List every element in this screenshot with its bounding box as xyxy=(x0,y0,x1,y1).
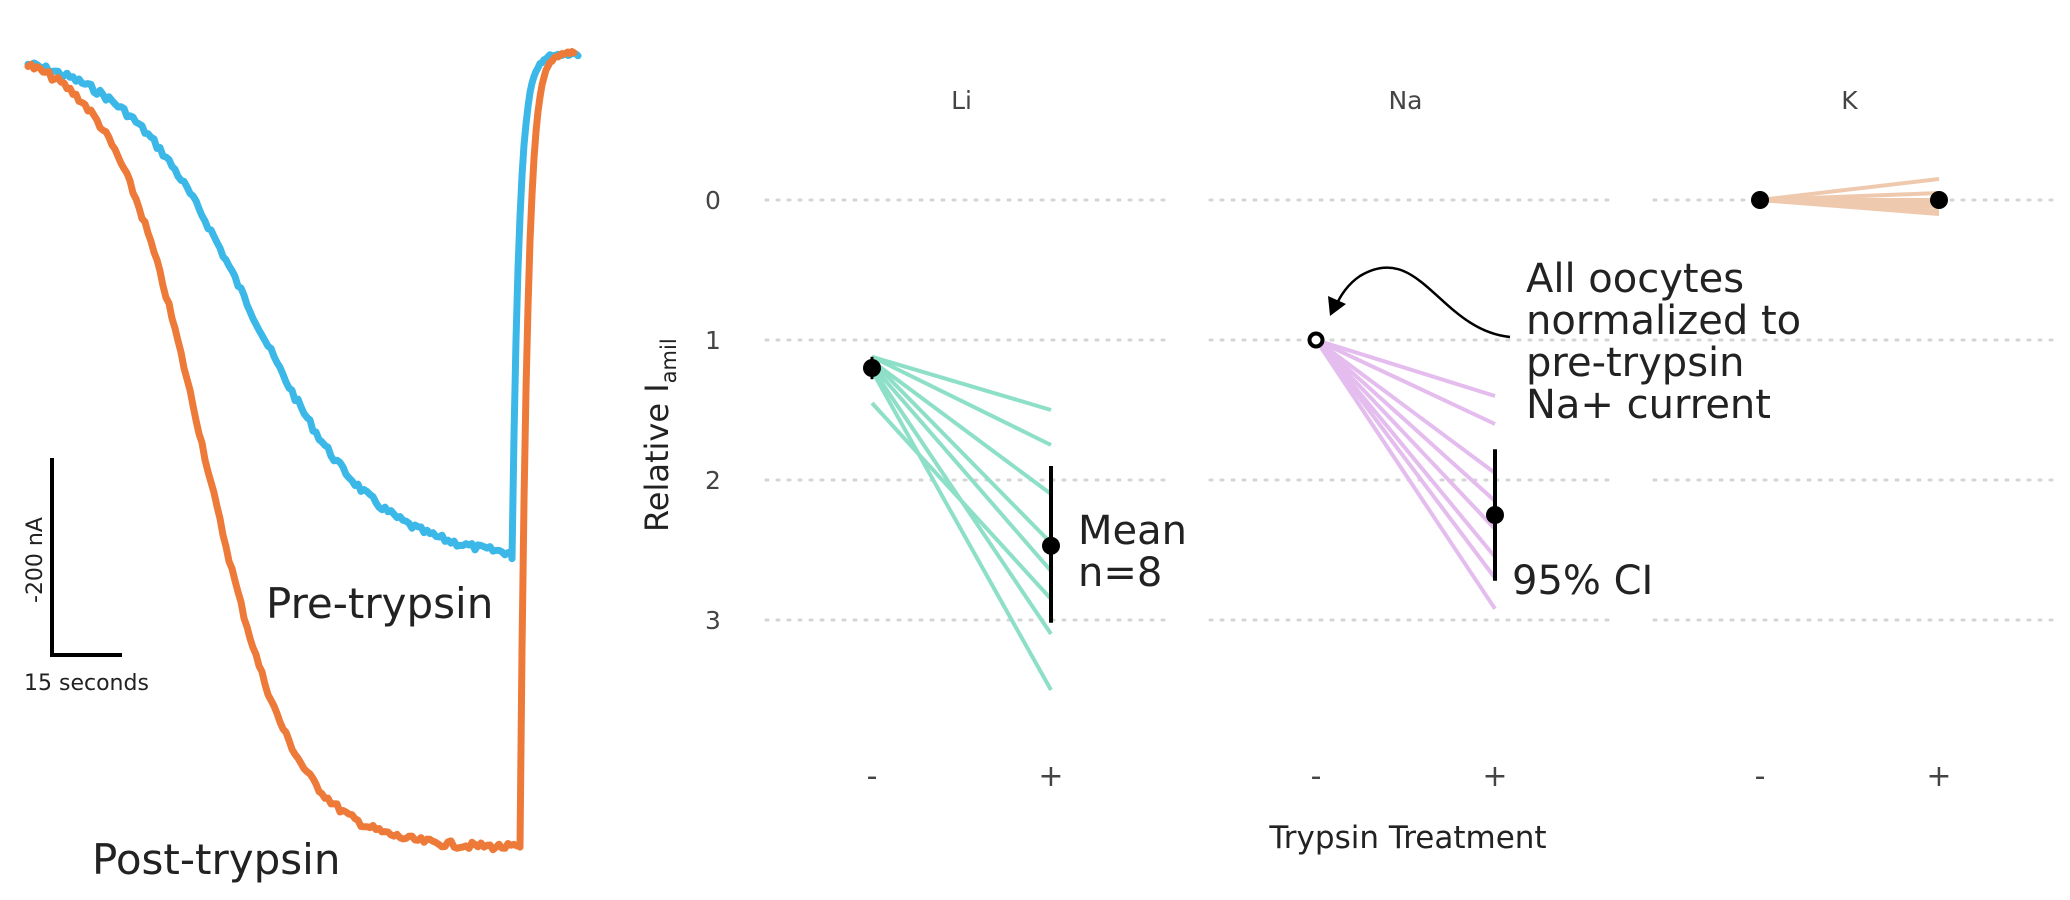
facet-title-Na: Na xyxy=(1388,86,1422,115)
ci-label: 95% CI xyxy=(1512,558,1653,604)
x-tick-label: + xyxy=(1038,759,1063,794)
oocyte-line-Na-8 xyxy=(1314,338,1497,610)
facet-Na: Na - + xyxy=(1307,86,1508,794)
oocyte-line-Na-5 xyxy=(1314,338,1497,531)
mean-point-pre-Na xyxy=(1307,331,1325,349)
x-axis-label: Trypsin Treatment xyxy=(1268,820,1546,856)
oocyte-line-Li-1 xyxy=(871,354,1052,412)
scalebar-horizontal-label: 15 seconds xyxy=(24,671,149,696)
oocyte-line-Li-4 xyxy=(870,359,1053,545)
normalization-annotation: All oocytes normalized to pre-trypsin Na… xyxy=(1328,256,1801,428)
oocyte-line-K-1 xyxy=(1759,177,1940,202)
oocyte-line-Na-1 xyxy=(1315,338,1496,398)
x-tick-label: - xyxy=(1755,759,1766,794)
oocyte-line-Li-8 xyxy=(870,401,1053,601)
x-tick-label: - xyxy=(1311,759,1322,794)
annotation-arrow xyxy=(1334,266,1511,339)
arrowhead-icon xyxy=(1328,296,1346,316)
x-tick-label: + xyxy=(1926,759,1951,794)
oocyte-line-Na-2 xyxy=(1315,338,1496,426)
facet-K: K - + xyxy=(1751,86,1952,794)
facet-title-K: K xyxy=(1841,86,1858,115)
mean-point-pre-K xyxy=(1751,191,1769,209)
relative-current-chart: 0 1 2 3 Li - + Na - + K - + Relative Iamil Trypsin … xyxy=(638,86,2054,856)
pre-trypsin-trace xyxy=(24,49,582,563)
y-tick-label: 3 xyxy=(705,606,721,635)
oocyte-line-Li-7 xyxy=(870,369,1053,691)
pre-trypsin-label: Pre-trypsin xyxy=(266,579,493,628)
oocyte-line-Na-7 xyxy=(1314,338,1497,580)
oocyte-line-Li-2 xyxy=(871,355,1052,447)
oocyte-line-Na-4 xyxy=(1314,338,1497,503)
facet-panels: Li - + Na - + K - + xyxy=(863,86,1952,794)
mean-label: Mean xyxy=(1078,508,1187,554)
annotation-line-3: pre-trypsin xyxy=(1526,340,1745,386)
mean-annotation: Mean n=8 xyxy=(1078,508,1187,596)
facet-Li: Li - + xyxy=(863,86,1064,794)
post-trypsin-label: Post-trypsin xyxy=(92,835,340,884)
y-tick-label: 2 xyxy=(705,466,721,495)
y-axis-label: Relative Iamil xyxy=(638,338,681,532)
x-tick-label: - xyxy=(867,759,878,794)
mean-point-post-Na xyxy=(1486,506,1504,524)
oocyte-line-Na-6 xyxy=(1314,338,1497,559)
annotation-line-4: Na+ current xyxy=(1526,382,1771,428)
annotation-line-1: All oocytes xyxy=(1526,256,1744,302)
x-tick-label: + xyxy=(1482,759,1507,794)
y-axis-label-main: Relative I xyxy=(638,383,676,532)
annotation-line-2: normalized to xyxy=(1526,298,1801,344)
post-trypsin-trace xyxy=(24,48,578,854)
facet-title-Li: Li xyxy=(951,86,972,115)
mean-point-post-Li xyxy=(1042,536,1060,555)
mean-point-post-K xyxy=(1930,191,1948,209)
oocyte-line-Na-3 xyxy=(1314,338,1497,475)
oocyte-line-Li-3 xyxy=(870,359,1053,496)
y-axis-label-sub: amil xyxy=(657,338,681,383)
current-trace-panel: Pre-trypsin Post-trypsin -200 nA 15 seco… xyxy=(23,48,582,884)
y-tick-label: 1 xyxy=(705,326,721,355)
mean-point-pre-Li xyxy=(863,359,881,377)
oocyte-line-Li-5 xyxy=(870,363,1053,573)
y-tick-label: 0 xyxy=(705,186,721,215)
scalebar-vertical-label: -200 nA xyxy=(23,517,48,603)
y-axis-ticks: 0 1 2 3 xyxy=(705,186,721,635)
n-label: n=8 xyxy=(1078,550,1162,596)
